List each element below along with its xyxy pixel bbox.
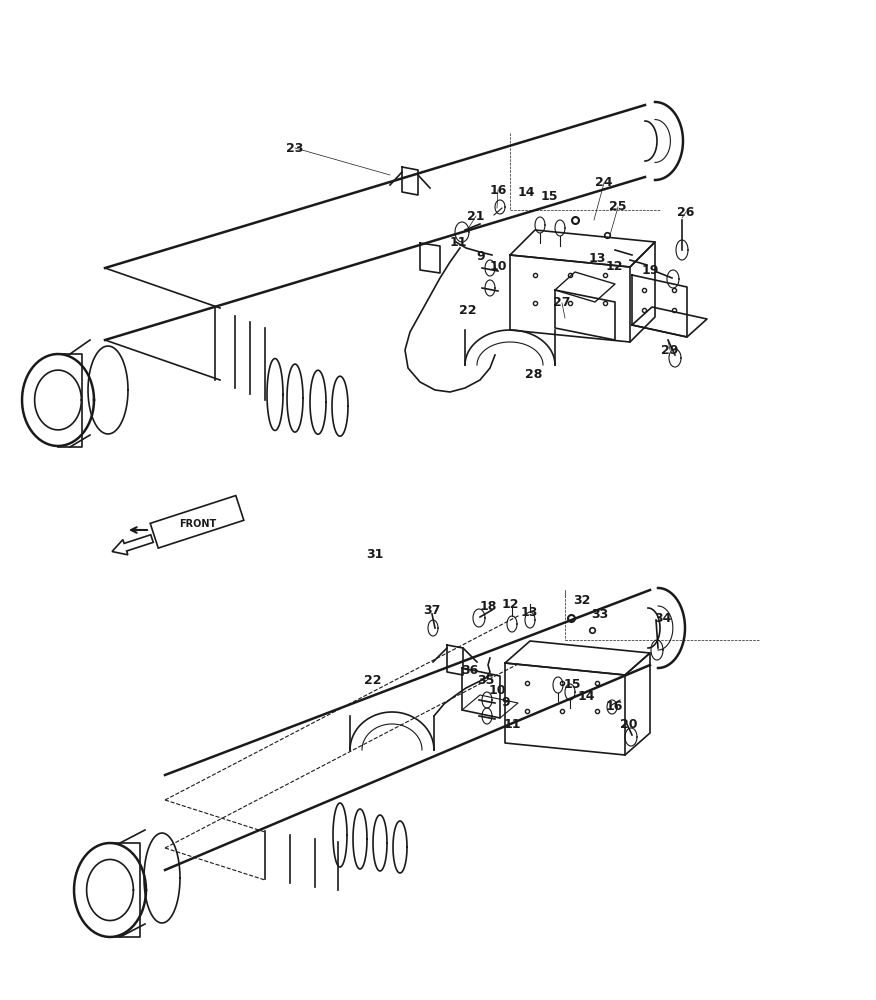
Text: 16: 16: [490, 184, 506, 196]
Text: 14: 14: [517, 186, 534, 200]
Text: 35: 35: [477, 674, 495, 686]
Text: 27: 27: [554, 296, 571, 310]
Text: 21: 21: [467, 210, 484, 223]
Text: 13: 13: [589, 251, 605, 264]
Text: 12: 12: [605, 259, 623, 272]
Text: 31: 31: [366, 548, 384, 562]
Text: 37: 37: [423, 603, 441, 616]
Text: 11: 11: [449, 235, 467, 248]
Text: 9: 9: [477, 249, 485, 262]
Text: 28: 28: [526, 368, 543, 381]
Text: 29: 29: [661, 344, 679, 357]
Text: 18: 18: [479, 599, 497, 612]
Text: 33: 33: [591, 607, 609, 620]
Text: 23: 23: [286, 141, 304, 154]
Text: FRONT: FRONT: [179, 519, 216, 529]
Text: 36: 36: [462, 664, 478, 676]
Text: 9: 9: [502, 696, 511, 710]
Text: 34: 34: [654, 611, 672, 624]
Text: 19: 19: [641, 264, 659, 277]
Text: 12: 12: [501, 598, 519, 611]
Text: 24: 24: [596, 176, 612, 190]
Text: 32: 32: [573, 594, 590, 607]
Text: 15: 15: [563, 678, 581, 692]
Text: 13: 13: [520, 605, 538, 618]
Text: 16: 16: [605, 700, 623, 714]
Text: 22: 22: [364, 674, 382, 686]
Text: 10: 10: [490, 259, 506, 272]
Text: 26: 26: [677, 206, 695, 219]
Text: 25: 25: [609, 200, 626, 214]
Text: 22: 22: [459, 304, 477, 318]
Text: 15: 15: [540, 190, 558, 202]
Text: 14: 14: [577, 690, 595, 702]
Text: 10: 10: [488, 684, 505, 698]
Text: 20: 20: [620, 718, 638, 730]
Text: 11: 11: [503, 718, 520, 730]
